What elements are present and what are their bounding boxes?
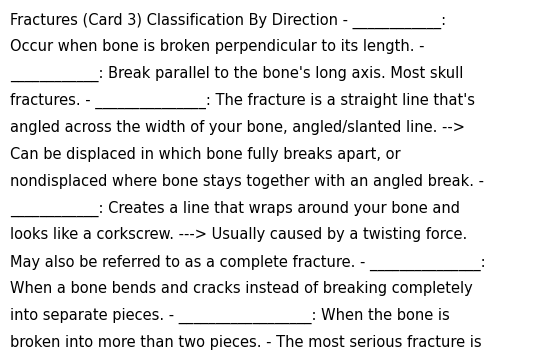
Text: ____________: Break parallel to the bone's long axis. Most skull: ____________: Break parallel to the bone… <box>10 66 463 83</box>
Text: looks like a corkscrew. ---> Usually caused by a twisting force.: looks like a corkscrew. ---> Usually cau… <box>10 227 467 242</box>
Text: into separate pieces. - __________________: When the bone is: into separate pieces. - ________________… <box>10 308 450 324</box>
Text: broken into more than two pieces. - The most serious fracture is: broken into more than two pieces. - The … <box>10 335 482 350</box>
Text: When a bone bends and cracks instead of breaking completely: When a bone bends and cracks instead of … <box>10 281 473 296</box>
Text: Can be displaced in which bone fully breaks apart, or: Can be displaced in which bone fully bre… <box>10 147 401 162</box>
Text: May also be referred to as a complete fracture. - _______________:: May also be referred to as a complete fr… <box>10 255 485 271</box>
Text: Fractures (Card 3) Classification By Direction - ____________:: Fractures (Card 3) Classification By Dir… <box>10 12 446 29</box>
Text: nondisplaced where bone stays together with an angled break. -: nondisplaced where bone stays together w… <box>10 174 484 189</box>
Text: ____________: Creates a line that wraps around your bone and: ____________: Creates a line that wraps … <box>10 201 460 217</box>
Text: angled across the width of your bone, angled/slanted line. -->: angled across the width of your bone, an… <box>10 120 465 135</box>
Text: fractures. - _______________: The fracture is a straight line that's: fractures. - _______________: The fractu… <box>10 93 475 109</box>
Text: Occur when bone is broken perpendicular to its length. -: Occur when bone is broken perpendicular … <box>10 40 425 54</box>
